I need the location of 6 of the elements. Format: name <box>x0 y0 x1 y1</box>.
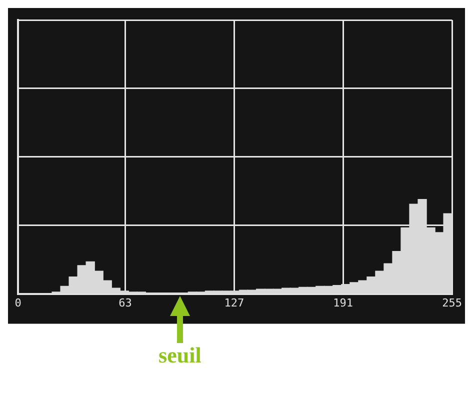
x-tick-label: 127 <box>224 296 244 310</box>
x-tick-label: 255 <box>442 296 462 310</box>
x-tick-label: 63 <box>118 296 132 310</box>
x-tick-label: 0 <box>14 296 22 310</box>
x-tick-label: 191 <box>333 296 354 310</box>
text: seuil <box>158 342 202 368</box>
